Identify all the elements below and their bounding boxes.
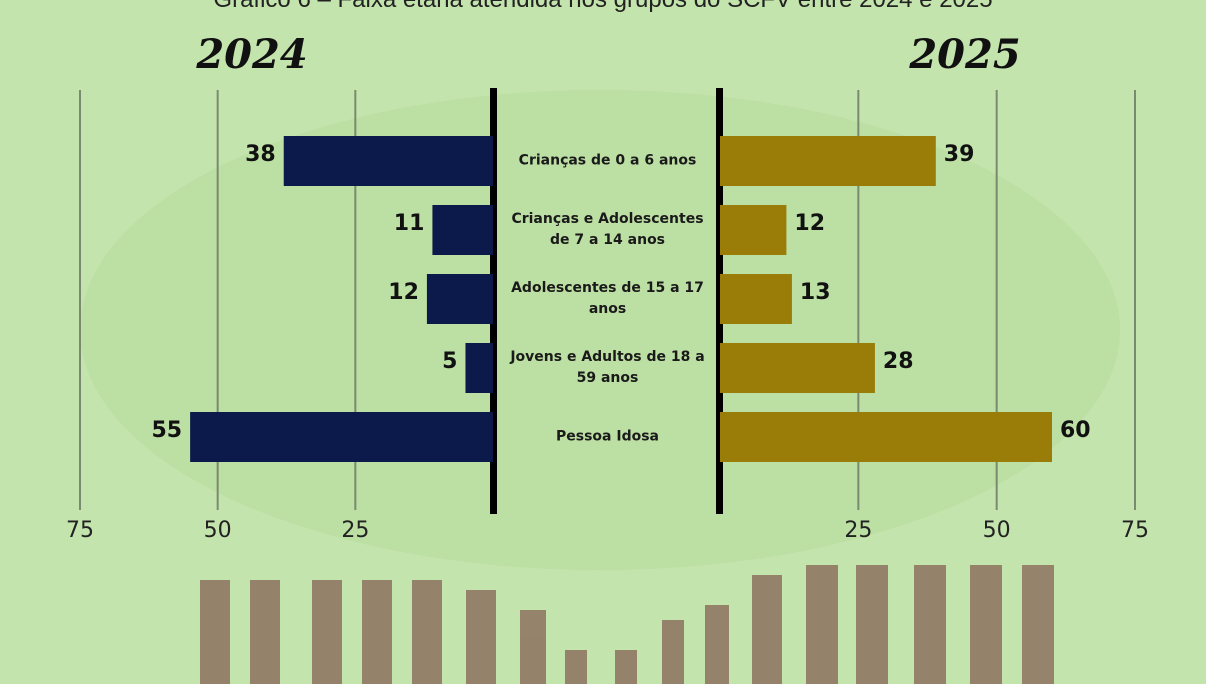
value-label: 5	[442, 349, 457, 374]
bar	[432, 205, 493, 255]
chart-title: Gráfico 6 – Faixa etária atendida nos gr…	[0, 0, 1206, 14]
bar	[720, 274, 792, 324]
category-label: Crianças e Adolescentes de 7 a 14 anos	[500, 209, 715, 251]
category-label: Jovens e Adultos de 18 a 59 anos	[500, 347, 715, 389]
value-label: 39	[944, 142, 975, 167]
x-tick-label: 50	[983, 518, 1011, 543]
legend-label: 2024	[195, 31, 307, 78]
x-tick-label: 75	[1121, 518, 1149, 543]
value-label: 11	[394, 211, 425, 236]
legend-label: 2025	[908, 31, 1020, 78]
page: 202425507538111255520252550753912132860 …	[0, 0, 1206, 684]
bar	[720, 205, 786, 255]
bar	[720, 343, 875, 393]
x-tick-label: 75	[66, 518, 94, 543]
bar	[465, 343, 493, 393]
bar	[720, 136, 936, 186]
category-label: Crianças de 0 a 6 anos	[500, 151, 715, 172]
value-label: 60	[1060, 418, 1091, 443]
bar	[284, 136, 493, 186]
x-tick-label: 25	[341, 518, 369, 543]
x-tick-label: 25	[844, 518, 872, 543]
value-label: 38	[245, 142, 276, 167]
bar	[720, 412, 1052, 462]
bar	[190, 412, 493, 462]
bar	[427, 274, 493, 324]
value-label: 12	[388, 280, 419, 305]
value-label: 13	[800, 280, 831, 305]
value-label: 55	[152, 418, 183, 443]
category-label: Pessoa Idosa	[500, 427, 715, 448]
value-label: 12	[794, 211, 825, 236]
chart: 202425507538111255520252550753912132860	[0, 0, 1206, 684]
category-label: Adolescentes de 15 a 17 anos	[500, 278, 715, 320]
value-label: 28	[883, 349, 914, 374]
x-tick-label: 50	[204, 518, 232, 543]
